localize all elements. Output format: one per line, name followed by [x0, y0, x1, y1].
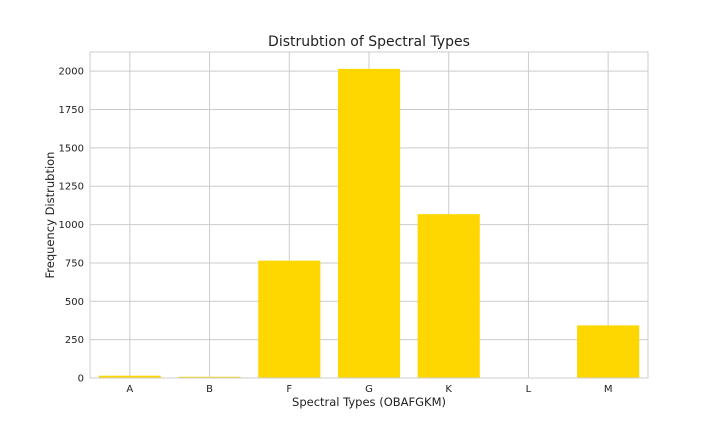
y-axis-label: Frequency Distrubtion — [43, 152, 57, 279]
y-tick-label: 500 — [65, 297, 84, 308]
chart-title: Distrubtion of Spectral Types — [268, 34, 470, 50]
y-tick-labels: 0 250 500 750 1000 1250 1500 1750 2000 — [59, 67, 84, 385]
x-axis-label: Spectral Types (OBAFGKM) — [292, 395, 446, 409]
x-tick-label: B — [206, 384, 213, 395]
y-tick-label: 750 — [65, 258, 84, 269]
y-tick-label: 2000 — [59, 67, 84, 78]
bar-A — [98, 375, 161, 378]
x-tick-label: K — [445, 384, 452, 395]
x-tick-label: G — [365, 384, 373, 395]
y-tick-label: 0 — [78, 374, 84, 385]
plot-frame — [89, 51, 649, 379]
bar-B — [178, 376, 241, 378]
y-tick-label: 250 — [65, 335, 84, 346]
x-tick-label: F — [286, 384, 292, 395]
y-tick-label: 1250 — [59, 182, 84, 193]
x-tick-label: A — [126, 384, 133, 395]
bar-M — [577, 325, 640, 378]
x-tick-label: L — [526, 384, 532, 395]
bar-G — [337, 68, 401, 378]
bar-F — [258, 260, 321, 378]
y-tick-label: 1750 — [59, 105, 84, 116]
y-tick-label: 1500 — [59, 143, 84, 154]
y-tick-label: 1000 — [59, 220, 84, 231]
bar-K — [417, 214, 480, 378]
bars — [98, 68, 640, 378]
x-tick-label: M — [604, 384, 613, 395]
